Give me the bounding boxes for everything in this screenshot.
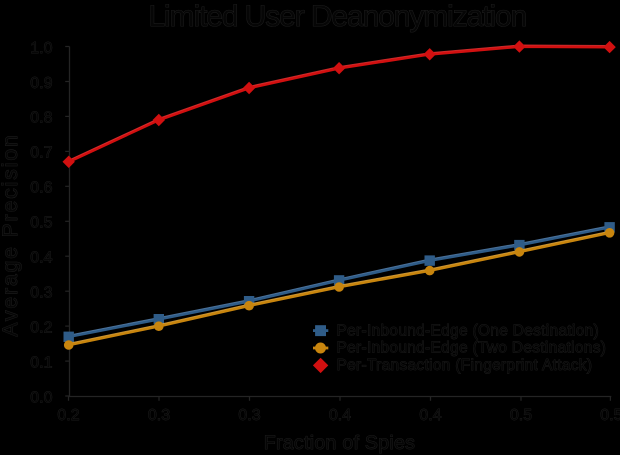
- svg-text:0.4: 0.4: [419, 407, 441, 424]
- svg-text:0.4: 0.4: [30, 250, 52, 267]
- svg-text:Per-Transaction (Fingerprint A: Per-Transaction (Fingerprint Attack): [337, 357, 593, 374]
- svg-text:0.7: 0.7: [30, 145, 52, 162]
- svg-text:0.0: 0.0: [30, 389, 52, 406]
- svg-text:Limited User Deanonymization: Limited User Deanonymization: [148, 0, 526, 33]
- svg-text:Fraction of Spies: Fraction of Spies: [264, 432, 415, 454]
- svg-text:0.5: 0.5: [600, 407, 620, 424]
- svg-text:0.6: 0.6: [30, 180, 52, 197]
- svg-text:0.1: 0.1: [30, 354, 52, 371]
- svg-text:0.5: 0.5: [30, 215, 52, 232]
- svg-text:0.2: 0.2: [57, 407, 79, 424]
- svg-text:0.4: 0.4: [329, 407, 351, 424]
- svg-text:0.3: 0.3: [148, 407, 170, 424]
- svg-text:Average Precision: Average Precision: [0, 133, 22, 336]
- svg-text:0.8: 0.8: [30, 110, 52, 127]
- svg-text:0.2: 0.2: [30, 319, 52, 336]
- svg-text:1.0: 1.0: [30, 40, 52, 57]
- svg-text:Per-Inbound-Edge (Two Destinat: Per-Inbound-Edge (Two Destinations): [337, 340, 607, 357]
- svg-text:0.9: 0.9: [30, 75, 52, 92]
- svg-text:0.3: 0.3: [30, 285, 52, 302]
- svg-text:Per-Inbound-Edge (One Destinat: Per-Inbound-Edge (One Destination): [337, 322, 600, 339]
- svg-text:0.5: 0.5: [510, 407, 532, 424]
- svg-text:0.3: 0.3: [238, 407, 260, 424]
